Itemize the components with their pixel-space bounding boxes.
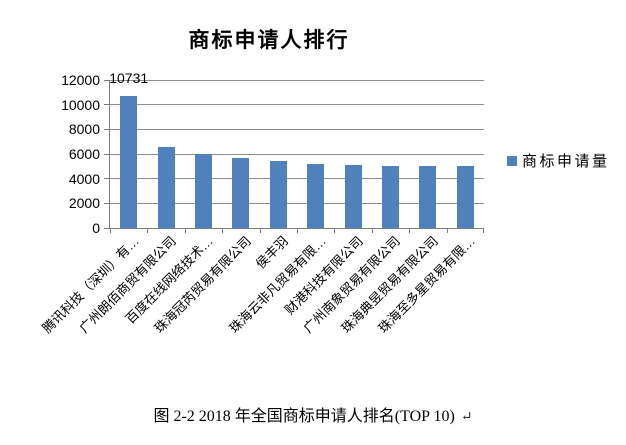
x-axis-tick <box>110 229 111 233</box>
x-axis-tick <box>147 229 149 233</box>
y-axis-tick <box>104 79 110 81</box>
bar <box>382 166 399 228</box>
x-axis-tick <box>446 229 448 233</box>
chart-title: 商标申请人排行 <box>188 29 350 52</box>
y-axis-tick-label: 0 <box>92 220 100 236</box>
bar <box>157 146 175 228</box>
paragraph-return-mark: ↵ <box>460 410 473 425</box>
y-axis-tick <box>104 104 110 106</box>
bar <box>419 166 437 228</box>
bar <box>195 154 212 228</box>
x-axis-tick <box>297 229 298 233</box>
y-axis-tick-label: 6000 <box>68 146 100 162</box>
gridline <box>110 79 484 81</box>
gridline <box>110 178 484 180</box>
y-axis-tick-label: 4000 <box>68 170 100 187</box>
gridline <box>110 202 484 204</box>
bar <box>344 165 362 228</box>
caption-text: 图 2-2 2018 年全国商标申请人排名(TOP 10) <box>153 408 455 425</box>
bar <box>456 166 474 228</box>
y-axis-tick-label: 12000 <box>61 72 100 88</box>
x-axis-tick <box>409 229 411 233</box>
bar <box>269 161 287 228</box>
y-axis-tick-label: 10000 <box>61 96 100 113</box>
x-axis-line <box>104 228 484 229</box>
gridline <box>110 128 484 130</box>
x-axis-tick <box>334 229 336 233</box>
y-axis-line <box>109 80 110 229</box>
bar-data-label: 10731 <box>109 69 149 86</box>
bar <box>232 157 250 228</box>
x-axis-tick <box>371 229 373 233</box>
y-axis-tick <box>104 178 110 180</box>
legend-swatch-icon <box>507 155 517 166</box>
x-axis-tick <box>259 229 261 233</box>
y-axis-tick <box>104 202 110 204</box>
legend-label: 商标申请量 <box>522 153 610 170</box>
gridline <box>110 104 484 106</box>
bar <box>120 95 138 228</box>
y-axis-tick <box>104 153 110 155</box>
y-axis-tick-label: 2000 <box>68 195 100 212</box>
gridline <box>110 153 484 155</box>
bar <box>307 164 325 228</box>
y-axis-tick-label: 8000 <box>68 121 100 138</box>
x-axis-tick <box>184 229 186 233</box>
x-axis-tick <box>222 229 224 233</box>
x-axis-tick <box>483 229 484 233</box>
figure-caption: 图 2-2 2018 年全国商标申请人排名(TOP 10) ↵ <box>0 402 626 426</box>
legend: 商标申请量 <box>507 150 610 171</box>
y-axis-tick <box>104 128 110 130</box>
